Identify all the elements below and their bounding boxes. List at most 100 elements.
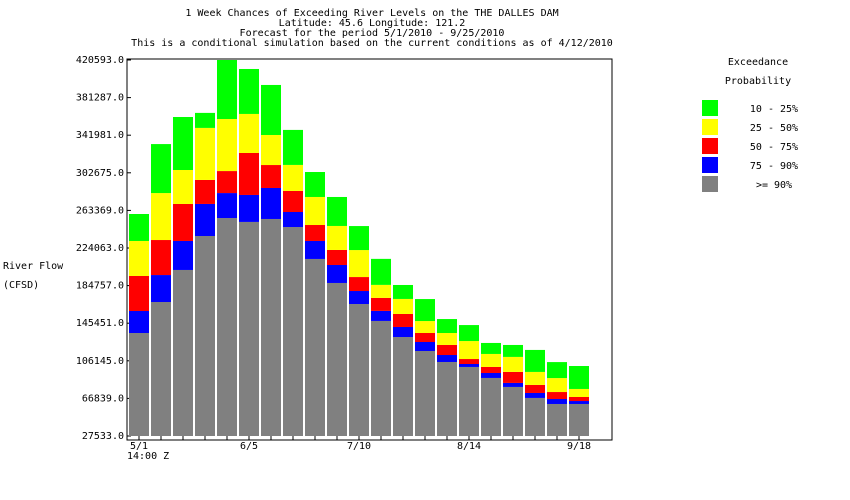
bar-segment (261, 134, 281, 166)
bar-segment (283, 211, 303, 228)
x-note: 14:00 Z (127, 451, 169, 462)
bar-segment (547, 362, 567, 379)
bar-segment (503, 382, 523, 387)
bar-segment (239, 113, 259, 153)
bar-segment (525, 392, 545, 398)
plot-frame (126, 58, 613, 441)
bar-segment (437, 319, 457, 334)
bar-segment (481, 353, 501, 367)
bar-segment (547, 378, 567, 393)
bar-segment (569, 401, 589, 404)
legend-swatch (702, 100, 718, 116)
bar-segment (239, 194, 259, 222)
legend-label: 75 - 90% (750, 161, 798, 172)
bar-segment (349, 250, 369, 278)
bar-segment (393, 284, 413, 299)
x-tick-label: 9/18 (567, 441, 591, 452)
bar-segment (173, 203, 193, 241)
legend-title: Probability (725, 76, 791, 87)
y-tick-label: 341981.0 (76, 130, 124, 141)
chart-subtitle: This is a conditional simulation based o… (131, 38, 613, 49)
bar-segment (371, 297, 391, 311)
y-tick-label: 184757.0 (76, 281, 124, 292)
bar-segment (371, 284, 391, 298)
x-tick-label: 5/1 (130, 441, 148, 452)
x-tick-label: 6/5 (240, 441, 258, 452)
chart-subtitle: Forecast for the period 5/1/2010 - 9/25/… (240, 28, 505, 39)
bar-segment (239, 68, 259, 114)
bar-segment (327, 264, 347, 283)
bar-segment (129, 240, 149, 276)
bar-segment (459, 363, 479, 367)
x-tick-label: 8/14 (457, 441, 481, 452)
bar-segment (437, 333, 457, 345)
bar-segment (217, 218, 237, 436)
bar-segment (371, 310, 391, 321)
bar-segment (283, 190, 303, 212)
bar-segment (217, 59, 237, 120)
bar-segment (481, 342, 501, 354)
bar-segment (217, 171, 237, 194)
bar-segment (415, 299, 435, 322)
bar-segment (459, 359, 479, 364)
bar-segment (459, 325, 479, 342)
bar-segment (569, 388, 589, 398)
y-tick-label: 224063.0 (76, 243, 124, 254)
legend-swatch (702, 157, 718, 173)
bar-segment (305, 196, 325, 226)
bar-segment (283, 129, 303, 165)
y-tick-label: 66839.0 (82, 393, 124, 404)
bar-segment (503, 386, 523, 436)
bar-segment (437, 355, 457, 362)
bar-segment (481, 366, 501, 373)
bar-segment (503, 356, 523, 372)
bar-segment (151, 275, 171, 303)
legend-title: Exceedance (728, 57, 788, 68)
bar-segment (217, 193, 237, 219)
bar-segment (349, 226, 369, 251)
bar-segment (393, 326, 413, 338)
x-tick-label: 7/10 (347, 441, 371, 452)
bar-segment (195, 203, 215, 237)
bar-segment (261, 218, 281, 436)
bar-segment (195, 236, 215, 436)
bar-segment (195, 179, 215, 204)
bar-segment (239, 221, 259, 436)
y-axis-label: (CFSD) (3, 280, 39, 291)
bar-segment (151, 144, 171, 194)
y-tick-label: 27533.0 (82, 431, 124, 442)
bar-segment (261, 165, 281, 188)
bar-segment (239, 152, 259, 195)
bar-segment (173, 269, 193, 436)
legend-swatch (702, 119, 718, 135)
bar-segment (283, 227, 303, 436)
bar-segment (459, 366, 479, 436)
bar-segment (437, 361, 457, 436)
y-tick-label: 263369.0 (76, 205, 124, 216)
bar-segment (525, 349, 545, 372)
bar-segment (261, 84, 281, 135)
bar-segment (305, 240, 325, 259)
bar-segment (547, 403, 567, 436)
legend-swatch (702, 176, 718, 192)
legend-swatch (702, 138, 718, 154)
bar-segment (327, 225, 347, 250)
bar-segment (503, 371, 523, 383)
y-tick-label: 145451.0 (76, 318, 124, 329)
bar-segment (569, 366, 589, 389)
bar-segment (349, 304, 369, 436)
bar-segment (195, 127, 215, 180)
bar-segment (415, 321, 435, 334)
bar-segment (327, 282, 347, 436)
bar-segment (151, 302, 171, 436)
legend-label: 25 - 50% (750, 123, 798, 134)
bar-segment (547, 392, 567, 400)
legend-label: >= 90% (756, 180, 792, 191)
bar-segment (217, 119, 237, 172)
bar-segment (173, 117, 193, 171)
bar-segment (327, 196, 347, 226)
legend-label: 50 - 75% (750, 142, 798, 153)
bar-segment (415, 350, 435, 436)
bar-segment (393, 313, 413, 327)
